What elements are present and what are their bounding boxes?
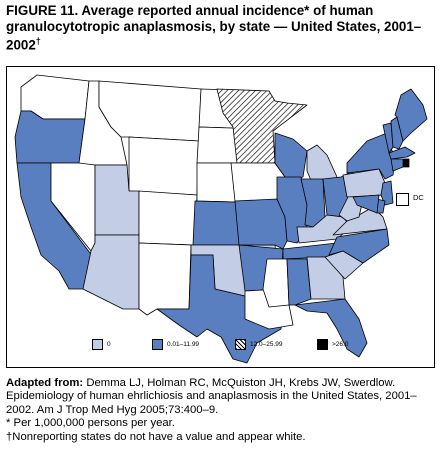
state-ma	[388, 146, 416, 160]
legend-label-zero: 0	[107, 341, 111, 348]
state-mn	[216, 88, 308, 164]
state-me	[394, 88, 428, 142]
legend-swatch-high	[317, 339, 328, 350]
legend-label-high: >26.0	[332, 341, 349, 348]
legend-swatch-hatch	[235, 339, 246, 350]
legend-swatch-zero	[92, 339, 103, 350]
legend-item-zero: 0	[92, 339, 111, 350]
figure-title: FIGURE 11. Average reported annual incid…	[6, 3, 438, 53]
legend-item-hatch: 12.0–25.99	[235, 339, 283, 350]
state-al	[286, 258, 312, 306]
adapted-label: Adapted from:	[6, 377, 84, 389]
source-citation: Adapted from: Demma LJ, Holman RC, McQui…	[6, 377, 440, 417]
footnote-dagger: †Nonreporting states do not have a value…	[6, 430, 306, 443]
state-tx	[156, 254, 284, 364]
state-co	[138, 190, 198, 246]
state-ri	[402, 158, 410, 168]
state-fl	[294, 298, 368, 358]
state-or	[14, 110, 86, 164]
legend-item-low: 0.01–11.99	[152, 339, 199, 350]
dc-label: DC	[413, 193, 424, 202]
us-state-map	[14, 74, 428, 364]
figure-title-text: Average reported annual incidence* of hu…	[6, 3, 422, 53]
state-nm	[138, 242, 192, 316]
state-wy	[128, 136, 200, 196]
legend-swatch-low	[152, 339, 163, 350]
legend-label-hatch: 12.0–25.99	[250, 341, 283, 348]
state-mo	[234, 198, 288, 250]
map-frame: DC 0 0.01–11.99 12.0–25.99 >26.0	[6, 66, 435, 368]
state-nh	[390, 116, 404, 150]
state-ny	[346, 132, 396, 180]
title-dagger: †	[35, 36, 41, 46]
state-nj	[380, 180, 394, 206]
state-ga	[306, 256, 346, 300]
dc-swatch	[396, 193, 409, 206]
map-legend: 0 0.01–11.99 12.0–25.99 >26.0	[92, 339, 392, 353]
footnote-star: * Per 1,000,000 persons per year.	[6, 417, 175, 430]
state-md	[352, 194, 380, 214]
legend-item-high: >26.0	[317, 339, 348, 350]
legend-label-low: 0.01–11.99	[167, 341, 200, 348]
figure-notes: Adapted from: Demma LJ, Holman RC, McQui…	[6, 377, 440, 444]
state-ms	[262, 258, 290, 308]
figure-label: FIGURE 11.	[6, 3, 79, 18]
citation-text: Demma LJ, Holman RC, McQuiston JH, Krebs…	[6, 377, 417, 416]
state-ct	[390, 158, 404, 172]
